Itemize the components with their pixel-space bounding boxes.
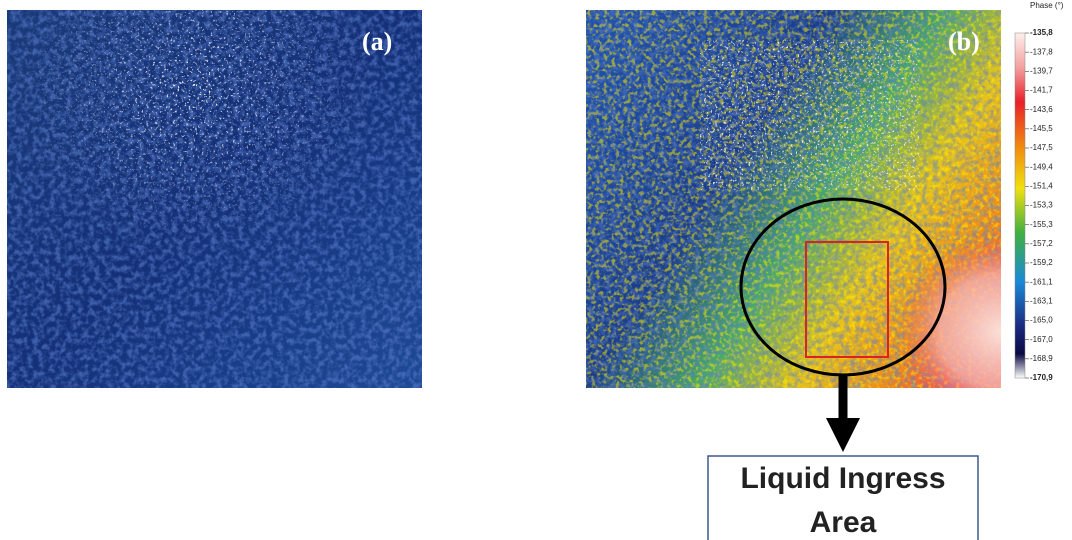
colorbar-label: -145,5 <box>1030 124 1053 133</box>
specks <box>700 40 920 190</box>
colorbar-label: -149,4 <box>1030 162 1053 171</box>
panel-label: (b) <box>948 27 980 56</box>
callout-text: Area <box>810 506 877 539</box>
figure: (a) (b) Liquid Ingress Area Phase (°) -1… <box>0 0 1072 540</box>
colorbar-label: -139,7 <box>1030 66 1053 75</box>
colorbar-label: -137,8 <box>1030 47 1053 56</box>
callout-text: Liquid Ingress <box>740 462 945 495</box>
colorbar-label: -135,8 <box>1030 28 1053 37</box>
colorbar-label: -161,1 <box>1030 277 1053 286</box>
colorbar-label: -153,3 <box>1030 201 1053 210</box>
colorbar-label: -143,6 <box>1030 105 1053 114</box>
colorbar-label: -151,4 <box>1030 181 1053 190</box>
panel-b: (b) <box>586 10 1001 388</box>
colorbar-label: -167,0 <box>1030 335 1053 344</box>
colorbar-label: -147,5 <box>1030 143 1053 152</box>
colorbar-title: Phase (°) <box>1030 1 1064 10</box>
colorbar-label: -159,2 <box>1030 258 1053 267</box>
colorbar-label: -170,9 <box>1030 373 1053 382</box>
colorbar-label: -165,0 <box>1030 316 1053 325</box>
colorbar-label: -157,2 <box>1030 239 1053 248</box>
panel-label: (a) <box>362 27 392 56</box>
colorbar-label: -168,9 <box>1030 354 1053 363</box>
colorbar-scale <box>1015 33 1025 378</box>
colorbar: Phase (°) -135,8 -137,8 -139,7 -141,7 -143,6… <box>1015 1 1064 382</box>
colorbar-label: -155,3 <box>1030 220 1053 229</box>
colorbar-label: -141,7 <box>1030 86 1053 95</box>
colorbar-label: -163,1 <box>1030 296 1053 305</box>
specks <box>7 10 422 388</box>
arrow-head <box>826 418 860 452</box>
panel-a: (a) <box>7 10 422 388</box>
